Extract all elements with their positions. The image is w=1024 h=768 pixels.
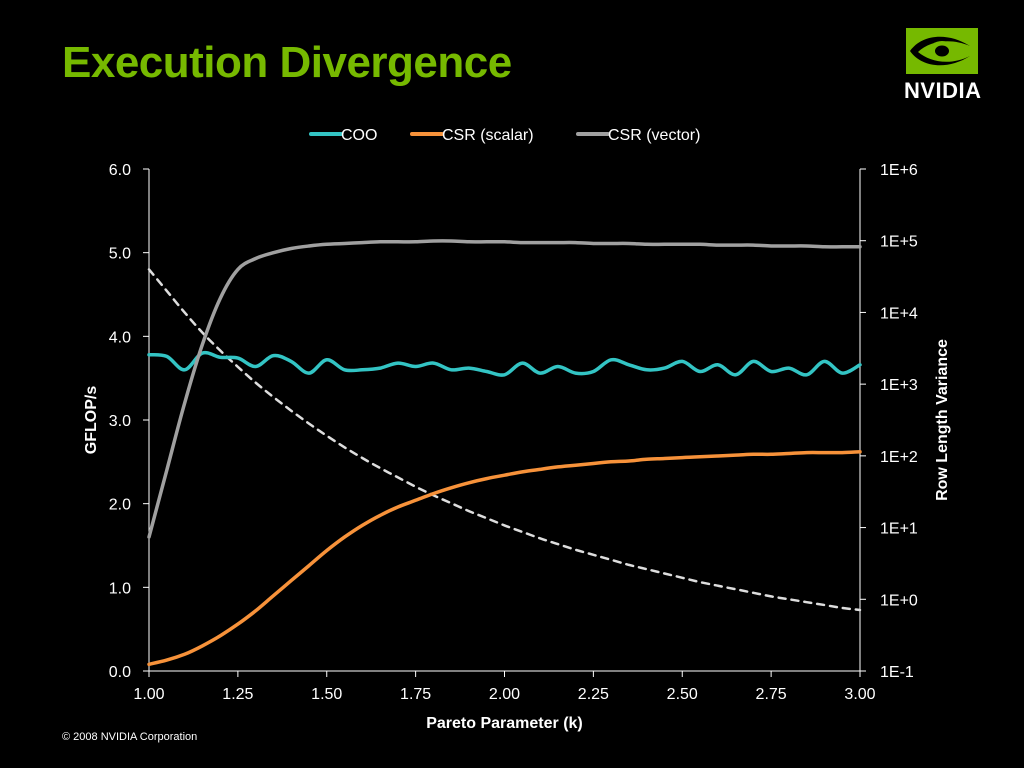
- copyright-text: © 2008 NVIDIA Corporation: [62, 731, 198, 743]
- y2-tick-label: 1E+0: [880, 592, 918, 609]
- slide-title: Execution Divergence: [62, 38, 512, 87]
- series-line-csr-vector: [147, 239, 862, 539]
- x-tick-label: 2.50: [667, 686, 698, 703]
- nvidia-eye-icon: [906, 28, 978, 74]
- legend-label: COO: [341, 127, 377, 144]
- x-axis-title: Pareto Parameter (k): [426, 715, 583, 732]
- series-line-csr-scalar: [147, 450, 862, 667]
- x-tick-label: 3.00: [844, 686, 875, 703]
- series-line-coo: [147, 350, 862, 377]
- y2-tick-label: 1E+2: [880, 449, 918, 466]
- x-tick-label: 1.75: [400, 686, 431, 703]
- y-tick-label: 6.0: [109, 162, 131, 179]
- y-tick-label: 4.0: [109, 329, 131, 346]
- legend-label: CSR (vector): [608, 127, 700, 144]
- y2-tick-label: 1E+1: [880, 521, 918, 538]
- legend-label: CSR (scalar): [442, 127, 534, 144]
- y-tick-label: 0.0: [109, 664, 131, 681]
- x-tick-label: 1.50: [311, 686, 342, 703]
- nvidia-logo-text: NVIDIA: [904, 78, 982, 103]
- y-tick-label: 3.0: [109, 413, 131, 430]
- x-tick-label: 2.00: [489, 686, 520, 703]
- x-tick-label: 1.00: [133, 686, 164, 703]
- y-tick-label: 2.0: [109, 497, 131, 514]
- y-axis-title: GFLOP/s: [83, 386, 100, 455]
- x-tick-label: 2.25: [578, 686, 609, 703]
- y-tick-label: 1.0: [109, 580, 131, 597]
- y2-tick-label: 1E+5: [880, 234, 918, 251]
- x-tick-label: 1.25: [222, 686, 253, 703]
- y-tick-label: 5.0: [109, 246, 131, 263]
- y2-tick-label: 1E+6: [880, 162, 918, 179]
- y2-axis-title: Row Length Variance: [934, 339, 951, 501]
- y2-tick-label: 1E+3: [880, 377, 918, 394]
- series-line-row-length-variance: [147, 268, 862, 612]
- y2-tick-label: 1E-1: [880, 664, 914, 681]
- y2-tick-label: 1E+4: [880, 305, 918, 322]
- x-tick-label: 2.75: [756, 686, 787, 703]
